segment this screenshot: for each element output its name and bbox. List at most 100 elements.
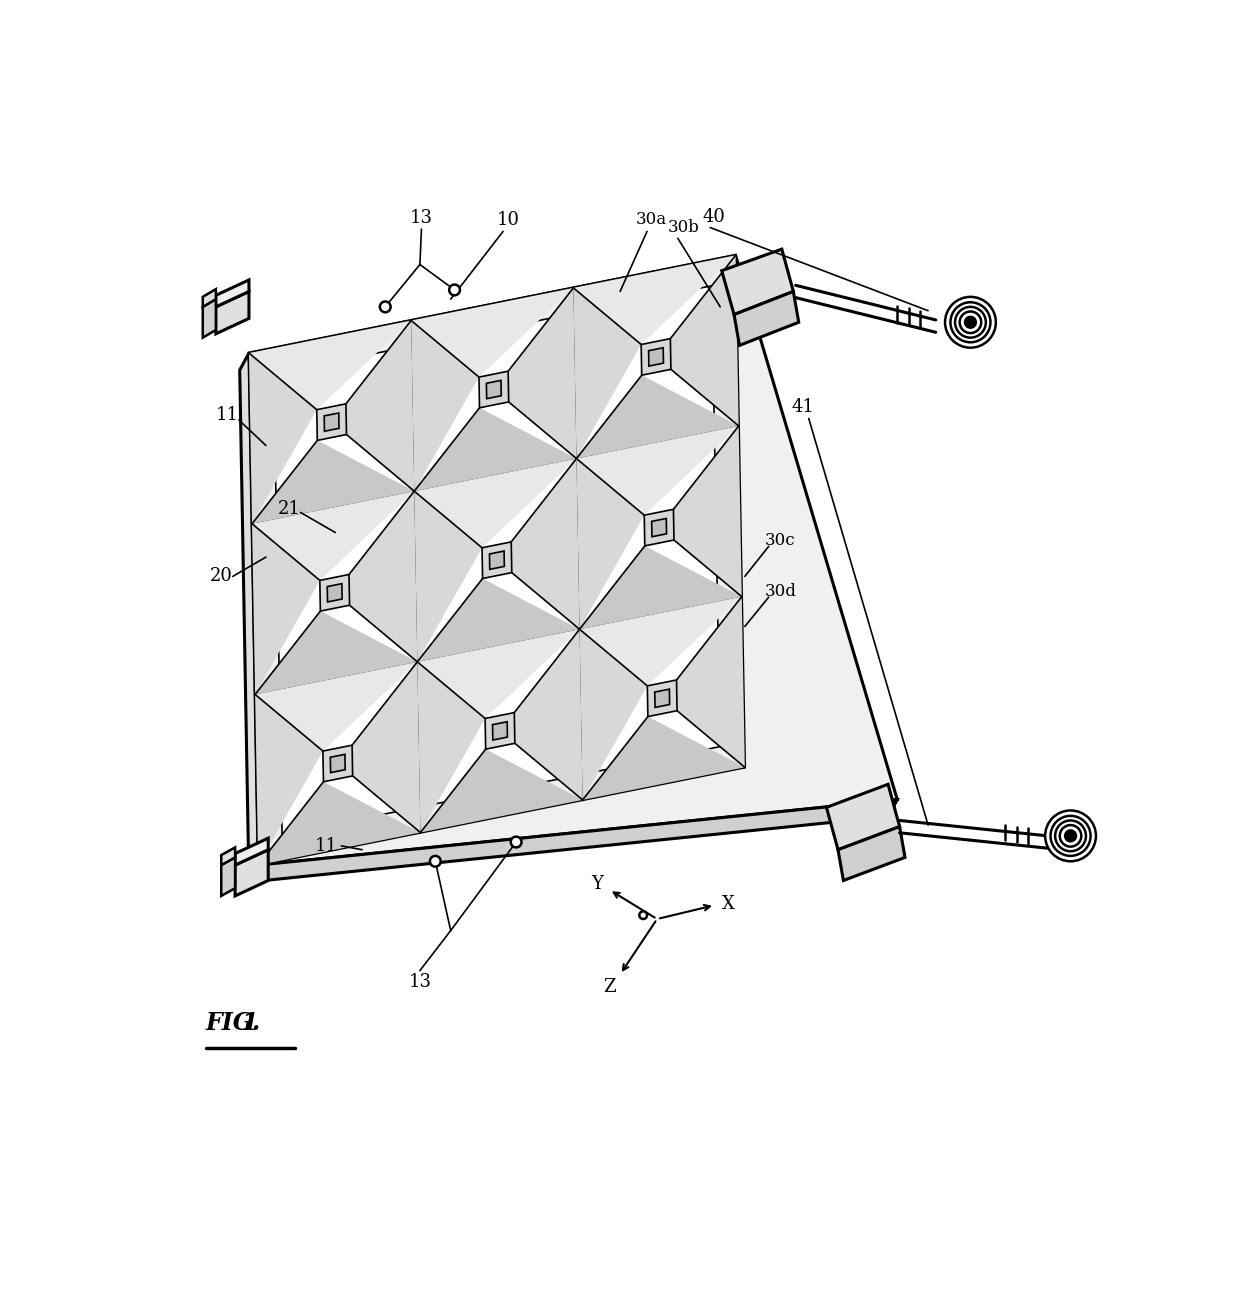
Text: 13: 13 — [408, 973, 432, 991]
Polygon shape — [645, 509, 675, 546]
Text: Z: Z — [603, 978, 615, 995]
Polygon shape — [486, 380, 501, 398]
Polygon shape — [249, 255, 898, 865]
Circle shape — [1065, 831, 1076, 841]
Text: FIG.: FIG. — [206, 1011, 262, 1034]
Polygon shape — [508, 287, 577, 458]
Text: 11: 11 — [216, 406, 239, 423]
Polygon shape — [203, 289, 216, 307]
Text: 10: 10 — [497, 210, 520, 229]
Polygon shape — [322, 746, 352, 782]
Polygon shape — [249, 799, 898, 882]
Circle shape — [379, 302, 391, 312]
Polygon shape — [348, 491, 418, 662]
Polygon shape — [671, 255, 739, 426]
Polygon shape — [316, 404, 346, 440]
Polygon shape — [352, 662, 420, 832]
Polygon shape — [490, 551, 505, 569]
Polygon shape — [583, 710, 745, 801]
Polygon shape — [274, 286, 720, 835]
Polygon shape — [479, 371, 508, 407]
Polygon shape — [236, 850, 268, 896]
Polygon shape — [414, 402, 577, 491]
Polygon shape — [252, 435, 414, 524]
Polygon shape — [239, 353, 258, 882]
Polygon shape — [641, 338, 671, 375]
Circle shape — [1050, 816, 1090, 855]
Text: 30d: 30d — [764, 584, 796, 601]
Circle shape — [955, 307, 986, 338]
Polygon shape — [579, 629, 647, 801]
Text: 40: 40 — [703, 208, 725, 226]
Polygon shape — [412, 287, 573, 377]
Polygon shape — [485, 713, 515, 750]
Polygon shape — [838, 827, 905, 880]
Polygon shape — [346, 320, 414, 491]
Polygon shape — [203, 299, 216, 338]
Polygon shape — [216, 291, 249, 334]
Circle shape — [430, 855, 440, 867]
Polygon shape — [414, 458, 577, 547]
Polygon shape — [320, 575, 350, 611]
Text: 30b: 30b — [667, 219, 699, 236]
Polygon shape — [327, 584, 342, 602]
Polygon shape — [418, 572, 579, 662]
Polygon shape — [249, 353, 317, 524]
Circle shape — [511, 837, 522, 848]
Circle shape — [1045, 811, 1096, 861]
Polygon shape — [492, 722, 507, 741]
Circle shape — [1060, 825, 1081, 846]
Polygon shape — [722, 249, 794, 315]
Text: 1: 1 — [242, 1011, 258, 1034]
Polygon shape — [324, 413, 339, 431]
Polygon shape — [515, 629, 583, 801]
Text: 30c: 30c — [765, 532, 796, 549]
Polygon shape — [826, 785, 899, 850]
Polygon shape — [236, 838, 268, 865]
Polygon shape — [482, 542, 512, 579]
Polygon shape — [255, 662, 418, 751]
Polygon shape — [249, 320, 412, 410]
Polygon shape — [579, 597, 742, 686]
Polygon shape — [252, 491, 414, 580]
Text: 11: 11 — [315, 837, 337, 855]
Polygon shape — [677, 597, 745, 768]
Polygon shape — [252, 524, 320, 695]
Polygon shape — [221, 848, 236, 865]
Polygon shape — [511, 458, 579, 629]
Polygon shape — [255, 605, 418, 695]
Polygon shape — [258, 776, 420, 865]
Circle shape — [950, 302, 991, 342]
Polygon shape — [418, 629, 579, 718]
Polygon shape — [649, 347, 663, 366]
Circle shape — [960, 312, 981, 333]
Polygon shape — [221, 858, 236, 896]
Polygon shape — [579, 541, 742, 629]
Polygon shape — [577, 458, 645, 629]
Polygon shape — [420, 743, 583, 832]
Polygon shape — [577, 426, 739, 515]
Polygon shape — [577, 370, 739, 458]
Polygon shape — [414, 491, 482, 662]
Text: 13: 13 — [410, 209, 433, 227]
Circle shape — [640, 912, 647, 919]
Polygon shape — [412, 320, 480, 491]
Text: 21: 21 — [278, 500, 300, 518]
Polygon shape — [652, 518, 667, 537]
Circle shape — [449, 285, 460, 295]
Circle shape — [1055, 820, 1086, 852]
Polygon shape — [216, 279, 249, 307]
Polygon shape — [647, 680, 677, 717]
Polygon shape — [418, 662, 486, 832]
Polygon shape — [673, 426, 742, 597]
Polygon shape — [655, 690, 670, 708]
Text: 20: 20 — [210, 567, 233, 585]
Circle shape — [965, 317, 976, 328]
Polygon shape — [255, 695, 324, 865]
Text: X: X — [722, 895, 734, 913]
Text: Y: Y — [591, 875, 603, 893]
Polygon shape — [734, 291, 799, 345]
Circle shape — [945, 296, 996, 347]
Polygon shape — [573, 255, 735, 345]
Polygon shape — [330, 755, 345, 773]
